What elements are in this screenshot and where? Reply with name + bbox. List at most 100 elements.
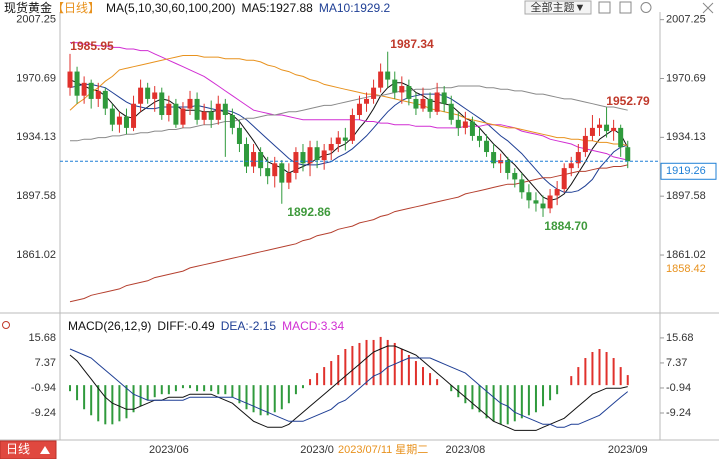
candle-body: [526, 192, 532, 201]
candle-body: [469, 121, 475, 136]
candle-body: [272, 163, 278, 177]
candle-body: [88, 82, 94, 99]
theme-button[interactable]: [524, 0, 592, 15]
y-tick-label: 1970.69: [666, 72, 706, 84]
period-arrow[interactable]: [40, 446, 50, 454]
candle-body: [173, 103, 179, 125]
candle-body: [81, 82, 87, 96]
candle-body: [554, 189, 560, 196]
candle-body: [462, 121, 468, 128]
y-tick-label: 7.37: [666, 357, 687, 369]
annotation: 1952.79: [606, 94, 650, 108]
annotation: 1987.34: [390, 37, 434, 51]
annotation: 1884.70: [544, 219, 588, 233]
candle-body: [392, 79, 398, 93]
candle-body: [116, 116, 122, 125]
candle-body: [321, 150, 327, 161]
candle-body: [399, 86, 405, 93]
candle-body: [307, 147, 313, 164]
candle-body: [244, 143, 249, 167]
candle-body: [67, 71, 73, 88]
candle-body: [258, 152, 264, 169]
candle-body: [123, 116, 129, 128]
theme-button-label[interactable]: 全部主题▼: [531, 0, 586, 14]
icon[interactable]: [640, 2, 652, 13]
candle-body: [229, 115, 235, 128]
ma-line: [70, 85, 628, 142]
candle-body: [406, 86, 412, 99]
candle-body: [597, 124, 602, 128]
y-tick-label: 2007.25: [16, 14, 56, 26]
x-tick-label: 2023/08: [445, 444, 485, 456]
ma-line: [69, 83, 628, 193]
annotation: 1892.86: [287, 205, 331, 219]
candle-body: [215, 103, 221, 120]
symbol: 现货黄金: [4, 1, 53, 15]
ma-line: [69, 345, 628, 431]
candle-body: [131, 103, 137, 128]
candle-body: [491, 152, 497, 164]
candle-body: [561, 168, 567, 190]
y-tick-label: 7.37: [35, 357, 56, 369]
candle-body: [512, 172, 518, 180]
ma-line: [70, 42, 628, 161]
x-tick-label: 2023/09: [608, 444, 648, 456]
y-tick-label: 1934.13: [666, 131, 706, 143]
candle-body: [166, 103, 172, 116]
candle-body: [314, 147, 320, 161]
legend-entry: MA5:1927.88: [241, 1, 313, 15]
candle-body: [448, 103, 454, 120]
candle-body: [286, 172, 292, 183]
candle-body: [251, 152, 257, 167]
candle-body: [476, 135, 482, 141]
last-price-label: 1919.26: [666, 165, 706, 177]
y-tick-label: -9.24: [666, 407, 691, 419]
ma-title: MA(5,10,30,60,100,200): [106, 1, 236, 15]
marker-price-label: 1858.42: [666, 263, 706, 275]
y-tick-label: 2007.25: [666, 14, 706, 26]
period-button[interactable]: [0, 440, 57, 459]
y-tick-label: 1897.58: [16, 190, 56, 202]
y-tick-label: 1970.69: [16, 72, 56, 84]
y-tick-label: -0.94: [666, 382, 691, 394]
last-price-box: [660, 162, 717, 180]
candle-body: [455, 119, 461, 128]
ma-line: [69, 348, 629, 428]
period-button-label[interactable]: 日线: [6, 442, 30, 456]
candle-body: [413, 98, 419, 109]
y-tick-label: 15.68: [28, 332, 56, 344]
candle-body: [434, 92, 440, 112]
candle-body: [533, 200, 539, 204]
candle-body: [582, 135, 588, 153]
period-tag: 【日线】: [52, 1, 101, 15]
candle-body: [180, 108, 186, 125]
candle-body: [328, 143, 334, 151]
candle-body: [385, 71, 391, 80]
candle-body: [201, 111, 207, 120]
annotation: 1985.95: [70, 39, 114, 53]
candle-body: [265, 168, 271, 177]
close-icon[interactable]: [702, 2, 714, 14]
candle-body: [74, 71, 80, 96]
icon[interactable]: [619, 1, 632, 14]
x-tick-label: 2023/0: [300, 444, 334, 456]
candle-body: [618, 127, 624, 148]
candle-body: [364, 98, 370, 104]
legend-entry: MACD:3.34: [282, 319, 345, 333]
candle-body: [441, 92, 447, 104]
candle-body: [484, 140, 490, 153]
y-tick-label: 1897.58: [666, 190, 706, 202]
icon[interactable]: [598, 1, 611, 14]
candle-body: [575, 152, 581, 164]
candle-body: [378, 71, 384, 88]
candle-body: [356, 103, 362, 116]
candle-body: [568, 163, 574, 169]
candle-body: [95, 90, 101, 99]
candle-body: [427, 98, 433, 112]
candle-body: [145, 87, 151, 99]
candle-body: [279, 163, 285, 183]
cursor-date-box: [336, 441, 442, 458]
candle-body: [300, 152, 306, 164]
header-legend: 现货黄金 【日线】 MA(5,10,30,60,100,200) MA5:192…: [4, 1, 390, 15]
